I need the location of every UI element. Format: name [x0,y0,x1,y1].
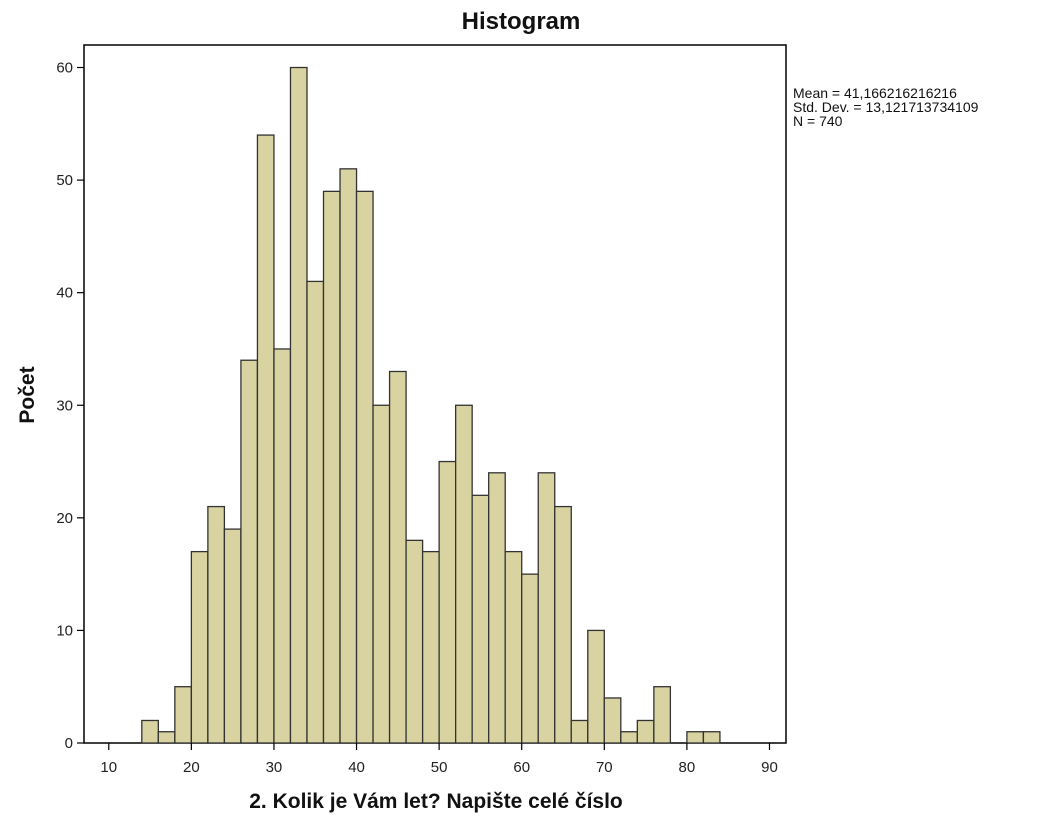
x-tick-label-10: 10 [100,759,117,776]
x-axis-label: 2. Kolik je Vám let? Napište celé číslo [249,790,623,813]
histogram-bar-13 [355,190,374,744]
histogram-bar-3 [190,550,209,744]
histogram-bar-21 [488,472,506,744]
summary-statistics: Mean = 41,166216216216 Std. Dev. = 13,12… [793,86,978,128]
histogram-bar-16 [405,539,424,744]
histogram-bar-0 [141,719,159,744]
y-tick-label-30: 30 [56,397,73,414]
y-tick-label-60: 60 [56,60,73,77]
histogram-bar-30 [636,719,655,744]
histogram-bar-8 [273,348,292,744]
histogram-bar-1 [157,731,176,744]
histogram-bar-33 [686,731,705,744]
histogram-bar-17 [421,550,440,744]
y-tick-label-20: 20 [56,510,73,527]
histogram-bar-18 [438,460,457,744]
histogram-bar-19 [454,404,473,744]
histogram-bar-10 [306,280,325,744]
histogram-bar-20 [471,494,490,744]
histogram-bar-24 [537,472,556,744]
histogram-bar-34 [702,731,721,744]
mean-stat: Mean = 41,166216216216 [793,85,957,101]
histogram-bar-4 [207,505,226,744]
x-tick-label-90: 90 [761,759,778,776]
y-axis-ticks: 0 10 20 30 40 50 60 [56,60,84,752]
chart-title: Histogram [461,8,581,35]
std-dev-stat: Std. Dev. = 13,121713734109 [793,99,979,115]
histogram-bar-12 [339,168,358,744]
histogram-bar-5 [223,528,242,744]
x-tick-label-20: 20 [183,759,200,776]
x-axis-ticks: 10 20 30 40 50 60 70 80 90 [100,743,778,776]
histogram-bar-22 [504,550,523,744]
x-tick-label-50: 50 [431,759,448,776]
histogram-bar-14 [372,404,391,744]
histogram-bar-15 [388,370,407,744]
x-tick-label-70: 70 [596,759,613,776]
histogram-bar-26 [570,719,589,744]
y-tick-label-10: 10 [56,622,73,639]
histogram-bar-2 [174,686,193,744]
histogram-bar-7 [256,134,275,744]
histogram-bar-28 [603,697,622,744]
histogram-bar-27 [587,629,605,744]
n-stat: N = 740 [793,113,843,129]
histogram-bar-6 [240,359,259,744]
y-tick-label-50: 50 [56,172,73,189]
histogram-bar-9 [289,66,308,744]
x-tick-label-60: 60 [513,759,530,776]
histogram-bar-31 [653,686,672,744]
y-tick-label-40: 40 [56,285,73,302]
x-tick-label-80: 80 [679,759,696,776]
histogram-bar-29 [620,731,638,744]
histogram-bar-25 [554,505,572,744]
histogram-bars [141,66,721,744]
histogram-bar-23 [521,573,539,744]
y-tick-label-0: 0 [65,735,73,752]
x-tick-label-40: 40 [348,759,365,776]
x-tick-label-30: 30 [266,759,283,776]
histogram-bar-11 [322,190,341,744]
